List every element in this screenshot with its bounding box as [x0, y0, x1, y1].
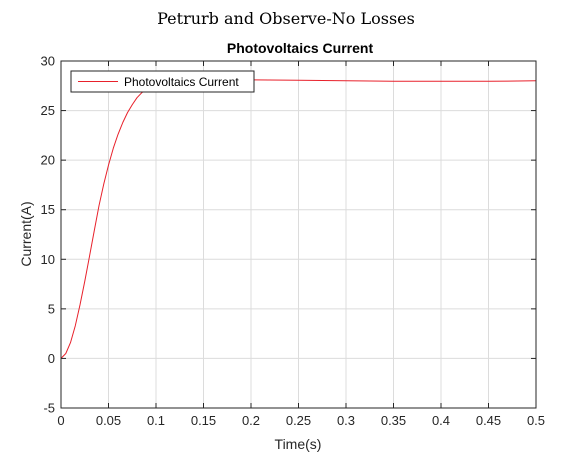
- x-tick-label: 0.1: [147, 413, 165, 428]
- x-tick-label: 0.3: [337, 413, 355, 428]
- series-line-photovoltaics-current: [60, 78, 537, 359]
- x-axis-label: Time(s): [275, 436, 322, 452]
- y-axis: -5 0 5 10 15 20 25 30: [41, 54, 536, 416]
- x-tick-label: 0.45: [476, 413, 501, 428]
- x-tick-label: 0.05: [96, 413, 121, 428]
- x-tick-label: 0.5: [527, 413, 545, 428]
- x-tick-label: 0.4: [432, 413, 450, 428]
- legend: Photovoltaics Current: [70, 70, 255, 93]
- y-tick-label: -5: [43, 401, 55, 416]
- legend-box: [70, 70, 255, 93]
- y-tick-label: 20: [41, 153, 55, 168]
- figure-suptitle: Petrurb and Observe-No Losses: [157, 9, 415, 28]
- legend-entry: Photovoltaics Current: [124, 75, 239, 89]
- y-axis-label: Current(A): [18, 201, 34, 266]
- x-tick-label: 0.25: [286, 413, 311, 428]
- y-tick-label: 15: [41, 202, 55, 217]
- chart-title: Photovoltaics Current: [227, 40, 374, 56]
- x-tick-label: 0.2: [242, 413, 260, 428]
- x-tick-label: 0: [57, 413, 64, 428]
- y-tick-label: 10: [41, 252, 55, 267]
- series-layer: [60, 78, 537, 359]
- y-tick-label: 30: [41, 54, 55, 69]
- y-tick-label: 25: [41, 103, 55, 118]
- x-axis: 0 0.05 0.1 0.15 0.2 0.25 0.3 0.35 0.4 0.45 0.5: [57, 61, 545, 428]
- y-tick-label: 5: [48, 301, 55, 316]
- y-tick-label: 0: [48, 351, 55, 366]
- x-tick-label: 0.15: [191, 413, 216, 428]
- x-tick-label: 0.35: [381, 413, 406, 428]
